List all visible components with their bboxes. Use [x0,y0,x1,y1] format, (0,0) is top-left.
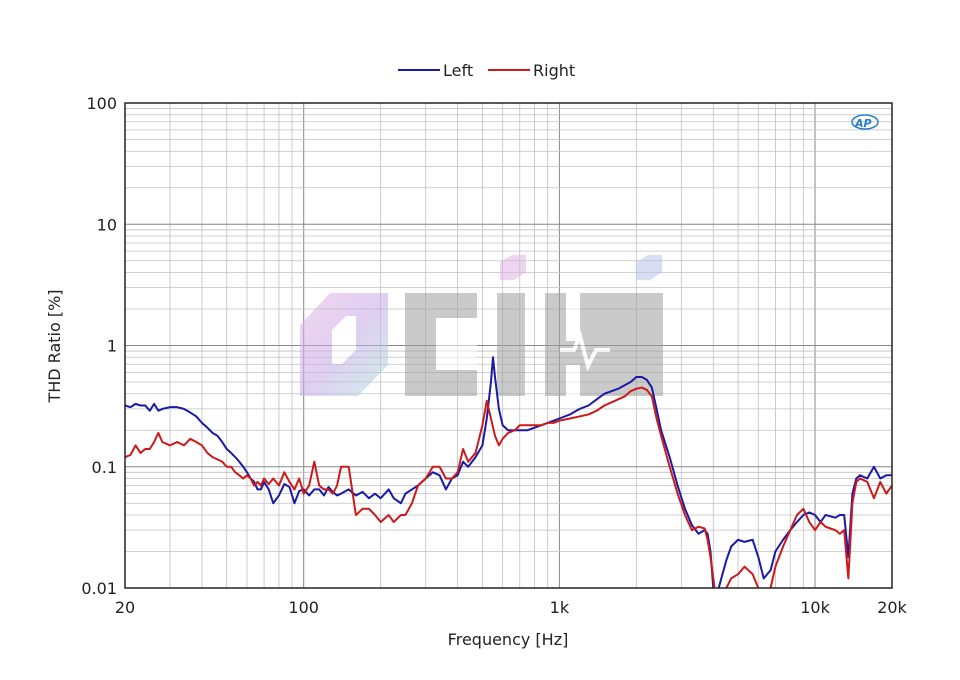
y-tick-label: 100 [86,94,117,113]
svg-text:AP: AP [854,117,872,130]
x-tick-label: 20 [115,598,135,617]
series-line-left [125,356,892,588]
series-line-right [125,386,892,588]
y-tick-label: 0.1 [92,458,117,477]
legend-right-label: Right [533,61,575,80]
series-layer [125,356,892,588]
x-tick-label: 20k [877,598,907,617]
y-axis-title: THD Ratio [%] [45,289,64,403]
legend-left-label: Left [443,61,473,80]
y-tick-label: 10 [97,215,117,234]
legend: Left Right [398,61,575,80]
x-axis-title: Frequency [Hz] [448,630,569,649]
y-tick-labels: 0.01 0.1 1 10 100 [81,94,117,598]
plot-border [124,102,893,589]
y-tick-label: 1 [107,337,117,356]
y-tick-label: 0.01 [81,579,117,598]
x-tick-label: 10k [800,598,830,617]
ap-logo-icon: AP [851,114,879,130]
x-tick-labels: 20 100 1k 10k 20k [115,598,908,617]
watermark-logo [300,255,663,396]
x-tick-label: 1k [550,598,570,617]
x-tick-label: 100 [288,598,319,617]
